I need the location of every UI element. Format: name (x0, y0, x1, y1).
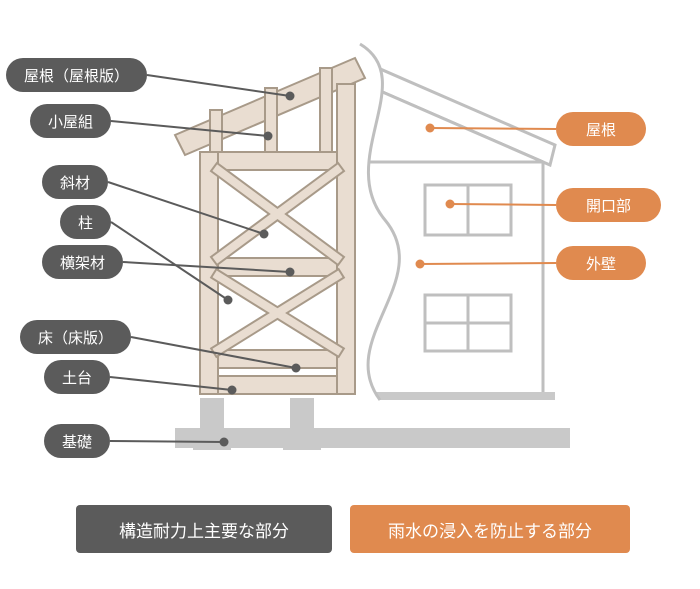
house-diagram (155, 40, 590, 470)
legend-left: 構造耐力上主要な部分 (76, 505, 332, 553)
wood-frame (175, 58, 365, 394)
left-label-3: 柱 (60, 205, 111, 239)
left-label-1: 小屋組 (30, 104, 111, 138)
left-label-4: 横架材 (42, 245, 123, 279)
left-label-0: 屋根（屋根版） (6, 58, 147, 92)
legend-right: 雨水の浸入を防止する部分 (350, 505, 630, 553)
left-label-2: 斜材 (42, 165, 108, 199)
left-label-7: 基礎 (44, 424, 110, 458)
right-label-1: 開口部 (556, 188, 661, 222)
left-label-6: 土台 (44, 360, 110, 394)
ground-slab (175, 428, 570, 448)
diagram-stage: 屋根（屋根版） 小屋組 斜材 柱 横架材 床（床版） 土台 基礎 屋根 開口部 … (0, 0, 700, 589)
right-label-2: 外壁 (556, 246, 646, 280)
right-label-0: 屋根 (556, 112, 646, 146)
left-label-5: 床（床版） (20, 320, 131, 354)
